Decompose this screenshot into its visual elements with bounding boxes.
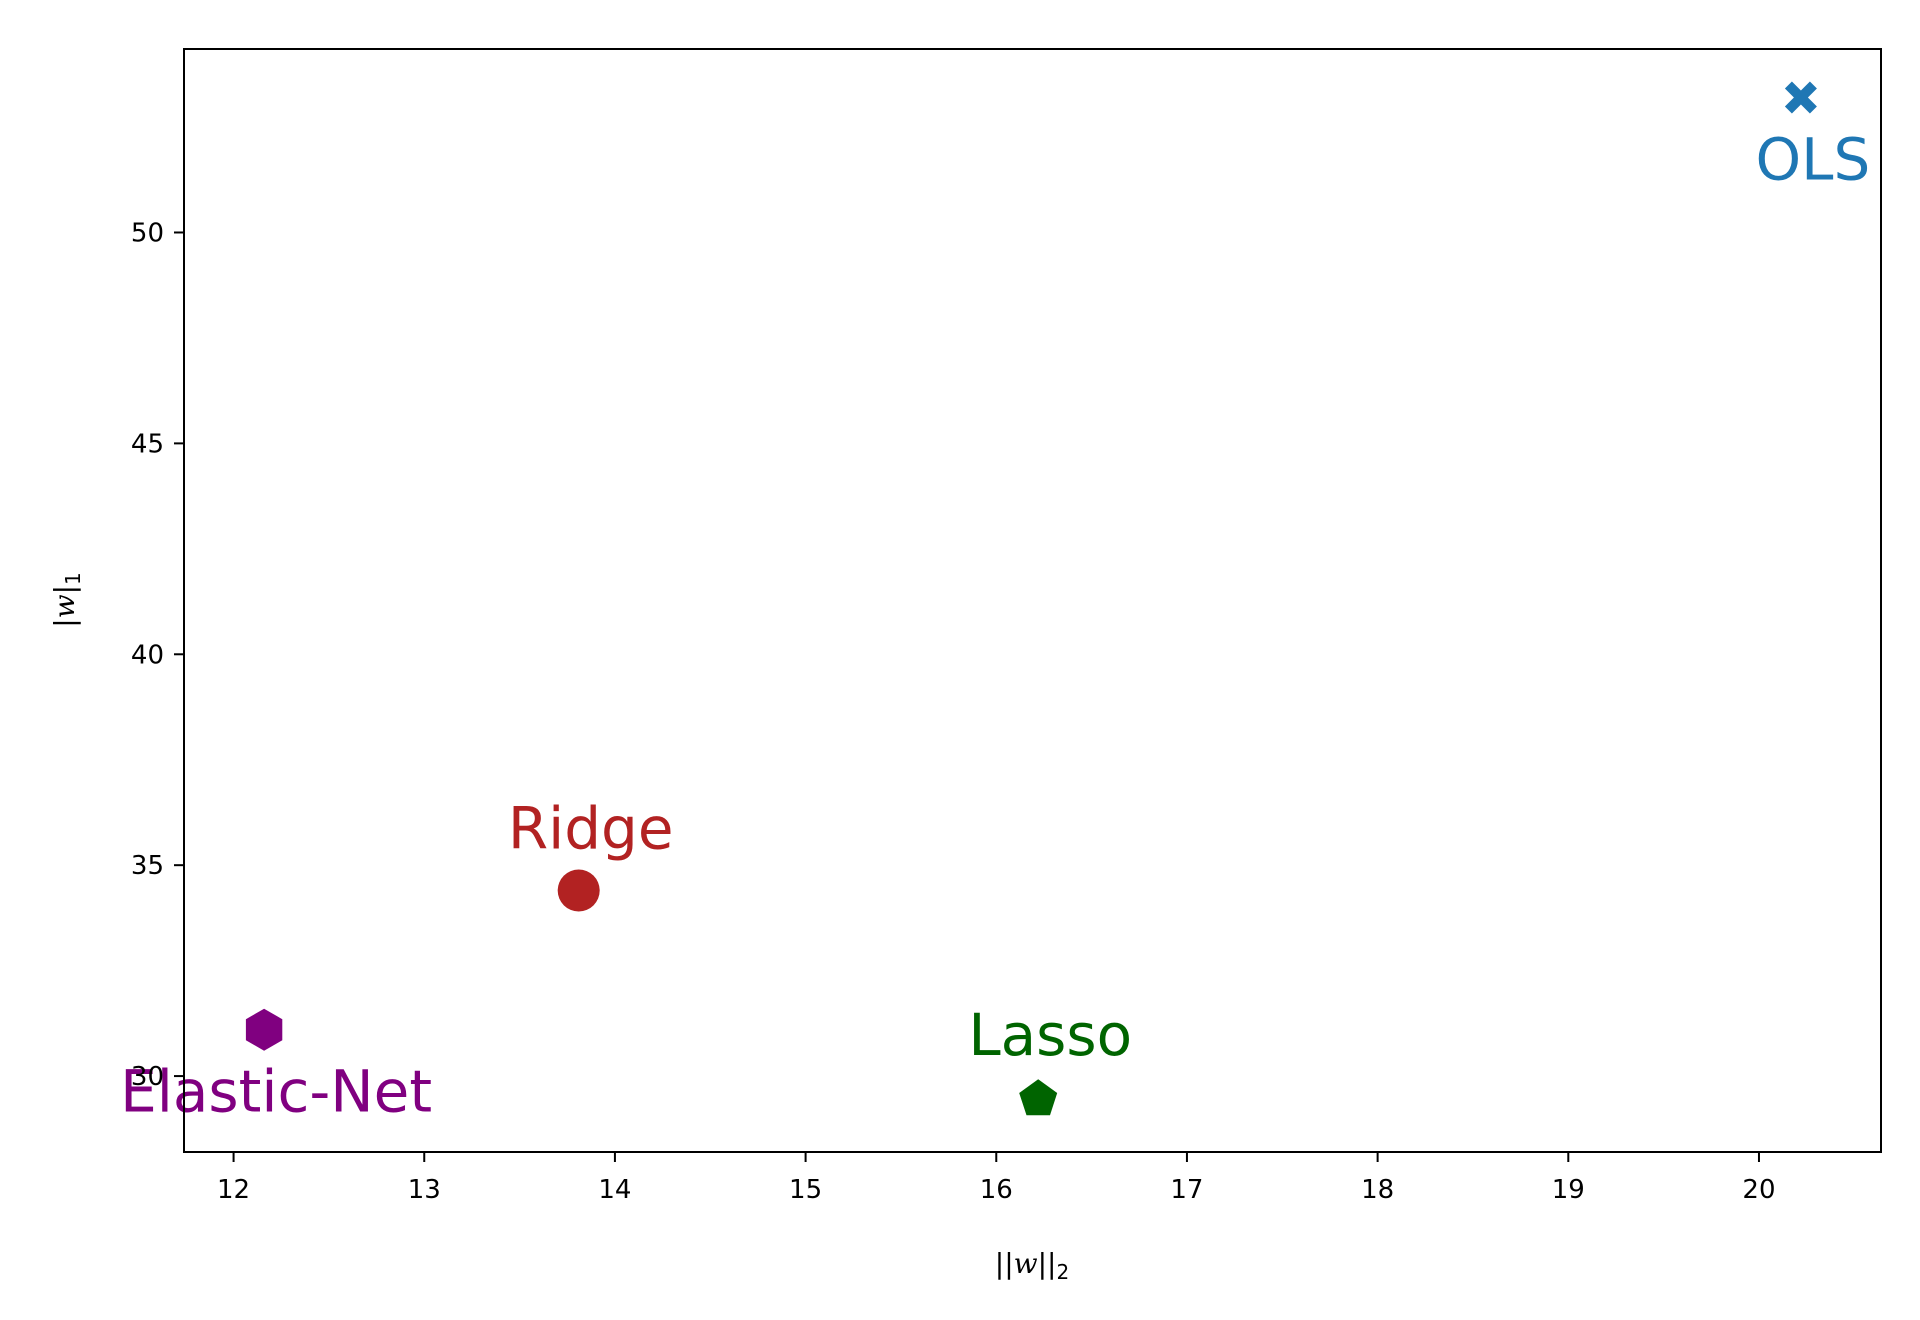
ols-marker xyxy=(1784,81,1817,114)
y-axis-label-subscript: 1 xyxy=(61,572,85,585)
x-tick-label: 19 xyxy=(1552,1175,1585,1205)
x-axis-label-variable: w xyxy=(1014,1247,1038,1280)
x-tick-label: 18 xyxy=(1361,1175,1394,1205)
x-tick-label: 20 xyxy=(1742,1175,1775,1205)
x-tick-label: 15 xyxy=(789,1175,822,1205)
x-tick-label: 14 xyxy=(598,1175,631,1205)
elastic-net-marker xyxy=(245,1008,283,1051)
plot-frame xyxy=(183,48,1882,1153)
lasso-label: Lasso xyxy=(968,1001,1132,1069)
y-tick-label: 40 xyxy=(131,640,164,670)
ols-label: OLS xyxy=(1756,126,1871,194)
x-axis-label-subscript: 2 xyxy=(1056,1260,1069,1284)
elastic-net-label: Elastic-Net xyxy=(120,1058,432,1126)
y-axis-label-suffix: | xyxy=(48,585,81,594)
plot-marks: OLS Ridge Lasso Elastic-Net xyxy=(120,81,1871,1126)
y-axis-label-variable: w xyxy=(48,594,81,618)
lasso-marker xyxy=(1019,1079,1058,1116)
y-tick-label: 50 xyxy=(131,218,164,248)
ridge-label: Ridge xyxy=(508,794,674,862)
x-tick-label: 12 xyxy=(217,1175,250,1205)
y-tick-label: 30 xyxy=(131,1062,164,1092)
x-axis-label: ||w||2 xyxy=(995,1247,1069,1284)
x-tick-label: 16 xyxy=(980,1175,1013,1205)
y-tick-label: 35 xyxy=(131,851,164,881)
x-axis-label-prefix: || xyxy=(995,1247,1014,1280)
ridge-marker xyxy=(557,869,600,912)
x-tick-label: 13 xyxy=(408,1175,441,1205)
y-tick-label: 45 xyxy=(131,429,164,459)
x-axis-label-suffix: || xyxy=(1038,1247,1057,1280)
y-axis-ticks: 30 35 40 45 50 xyxy=(131,218,184,1092)
x-tick-label: 17 xyxy=(1170,1175,1203,1205)
y-axis-label-prefix: | xyxy=(48,618,81,627)
x-axis-ticks: 12 13 14 15 16 17 18 19 20 xyxy=(217,1152,1776,1205)
y-axis-label: |w|1 xyxy=(48,572,85,628)
